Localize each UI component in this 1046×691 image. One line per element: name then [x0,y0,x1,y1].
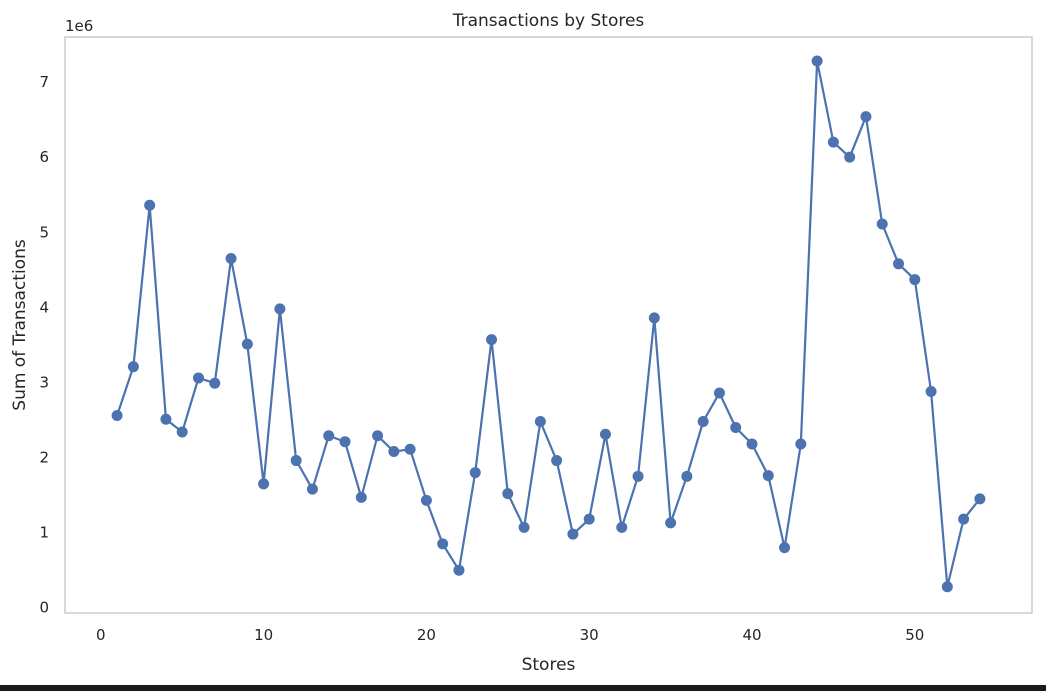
data-point [599,428,611,440]
data-point [420,494,432,506]
data-point [209,377,221,389]
data-point [811,55,823,67]
x-tick-label: 0 [96,626,106,644]
data-point [502,488,514,500]
data-point [746,438,758,450]
y-tick-label: 3 [39,373,49,391]
data-point [241,338,253,350]
data-point [681,470,693,482]
data-point [453,564,465,576]
data-point [844,151,856,163]
plot-area-frame [64,36,1033,614]
data-point [616,521,628,533]
data-point [258,478,270,490]
data-point [941,581,953,593]
data-point [974,493,986,505]
data-point [469,467,481,479]
data-point [534,416,546,427]
data-point [192,372,204,384]
x-tick-label: 50 [905,626,924,644]
y-tick-label: 6 [39,148,49,166]
bottom-edge-bar [0,685,1046,691]
data-point [925,385,937,397]
x-axis-label: Stores [522,655,576,675]
y-axis-ticks: 0 1 2 3 4 5 6 7 [39,73,49,617]
y-tick-label: 5 [39,223,49,241]
data-point [779,542,791,554]
data-point [437,538,449,550]
data-point [567,528,579,540]
data-point [583,513,595,525]
data-point [339,436,351,448]
data-point [827,136,839,148]
data-point [306,483,318,495]
data-point [860,111,872,123]
y-tick-label: 0 [39,599,49,617]
y-axis-label: Sum of Transactions [10,239,30,411]
data-point [713,387,725,399]
data-point [274,303,286,315]
y-tick-label: 4 [39,298,49,316]
data-point [697,416,709,427]
y-tick-label: 7 [39,73,49,91]
data-point [730,422,742,434]
data-point [648,312,660,324]
data-point [404,443,416,455]
y-tick-label: 1 [39,524,49,542]
data-point [111,409,123,421]
data-point [127,361,139,373]
data-point [893,258,905,270]
data-point [176,426,188,438]
data-point [225,253,237,265]
x-tick-label: 20 [417,626,436,644]
data-point [323,430,335,442]
y-axis-offset-text: 1e6 [65,17,93,35]
data-point [795,438,807,450]
data-point [355,491,367,503]
x-tick-label: 10 [254,626,273,644]
data-point [876,218,888,230]
data-point [388,446,400,458]
x-tick-label: 30 [580,626,599,644]
data-point [160,413,172,425]
data-point [909,274,921,286]
series-layer [111,55,986,593]
data-point [518,521,530,533]
data-point [551,455,563,467]
data-point [372,430,384,442]
data-point [144,199,156,211]
data-point [632,470,644,482]
data-point [665,517,677,529]
x-axis-ticks: 0 10 20 30 40 50 [96,626,924,644]
data-point [762,470,774,482]
x-tick-label: 40 [742,626,761,644]
data-point [486,334,498,346]
data-point [958,513,970,525]
y-tick-label: 2 [39,449,49,467]
chart-title: Transactions by Stores [452,11,645,31]
data-point [290,455,302,467]
